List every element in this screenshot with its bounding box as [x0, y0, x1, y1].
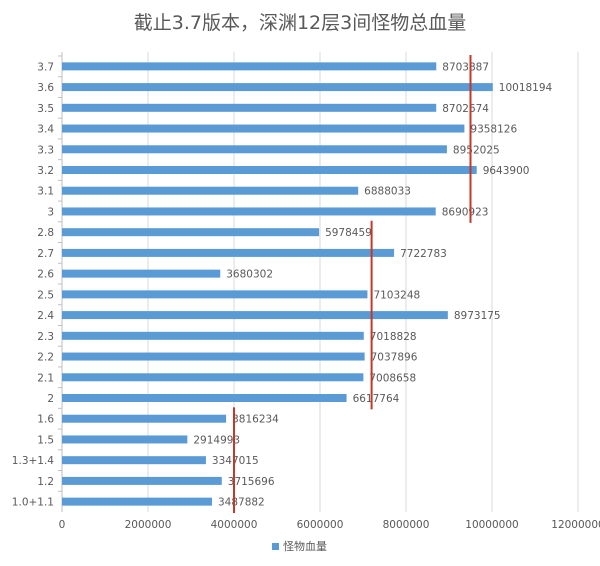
data-label: 8973175 [454, 310, 501, 322]
bar [62, 228, 320, 237]
x-tick-label: 12000000 [551, 519, 600, 531]
category-label: 1.0+1.1 [12, 497, 54, 509]
legend-swatch [272, 543, 279, 550]
category-label: 2.1 [37, 372, 54, 384]
data-label: 8702674 [442, 103, 489, 115]
bar [62, 290, 368, 299]
x-tick-label: 8000000 [383, 519, 430, 531]
bar [62, 83, 493, 92]
data-label: 9643900 [483, 165, 530, 177]
bar [62, 145, 447, 154]
category-label: 2.6 [37, 269, 54, 281]
data-label: 7722783 [400, 248, 447, 260]
category-label: 3.2 [37, 165, 54, 177]
bar [62, 248, 395, 257]
category-label: 1.5 [37, 434, 54, 446]
data-label: 3680302 [226, 269, 273, 281]
data-label: 10018194 [499, 82, 553, 94]
data-label: 7018828 [370, 331, 417, 343]
data-label: 8690923 [442, 206, 489, 218]
data-label: 9358126 [470, 124, 517, 136]
legend: 怪物血量 [272, 539, 327, 553]
bar [62, 311, 448, 320]
bar [62, 62, 437, 71]
data-label: 7037896 [371, 352, 418, 364]
data-label: 5978459 [325, 227, 372, 239]
data-label: 3816234 [232, 414, 279, 426]
bar [62, 497, 212, 506]
category-label: 3.6 [37, 82, 54, 94]
data-label: 6617764 [353, 393, 400, 405]
category-label: 2.7 [37, 248, 54, 260]
data-label: 3347015 [212, 455, 259, 467]
data-label: 2914993 [193, 434, 240, 446]
x-tick-label: 2000000 [125, 519, 172, 531]
x-tick-label: 4000000 [211, 519, 258, 531]
bar [62, 476, 222, 485]
data-label: 8703887 [442, 61, 489, 73]
data-label: 8952025 [453, 144, 500, 156]
x-tick-label: 6000000 [297, 519, 344, 531]
bar [62, 269, 221, 278]
category-label: 2.8 [37, 227, 54, 239]
legend-label: 怪物血量 [283, 539, 327, 553]
category-label: 2.5 [37, 289, 54, 301]
category-label: 3.3 [37, 144, 54, 156]
x-tick-label: 10000000 [465, 519, 518, 531]
category-label: 2.2 [37, 352, 54, 364]
data-label: 7008658 [369, 372, 416, 384]
category-label: 2.4 [37, 310, 54, 322]
category-label: 2.3 [37, 331, 54, 343]
x-tick-label: 0 [59, 519, 66, 531]
bar [62, 331, 364, 340]
bar [62, 456, 206, 465]
category-label: 3.1 [37, 186, 54, 198]
bar [62, 124, 465, 133]
category-label: 3.5 [37, 103, 54, 115]
chart-title: 截止3.7版本，深渊12层3间怪物总血量 [133, 12, 467, 34]
category-label: 1.3+1.4 [12, 455, 55, 467]
bar [62, 103, 437, 112]
category-label: 2 [47, 393, 54, 405]
bar [62, 435, 188, 444]
bar [62, 414, 227, 423]
bar [62, 166, 477, 174]
data-label: 6888033 [364, 186, 411, 198]
category-label: 3.7 [37, 61, 54, 73]
category-label: 1.6 [37, 414, 54, 426]
data-label: 3487882 [218, 497, 265, 509]
data-label: 7103248 [373, 289, 420, 301]
bar [62, 373, 364, 382]
category-label: 1.2 [37, 476, 54, 488]
bar [62, 394, 347, 402]
bar [62, 207, 436, 216]
bar [62, 352, 365, 361]
category-label: 3.4 [37, 124, 54, 136]
bar [62, 186, 359, 195]
category-label: 3 [47, 206, 54, 218]
data-label: 3715696 [228, 476, 275, 488]
